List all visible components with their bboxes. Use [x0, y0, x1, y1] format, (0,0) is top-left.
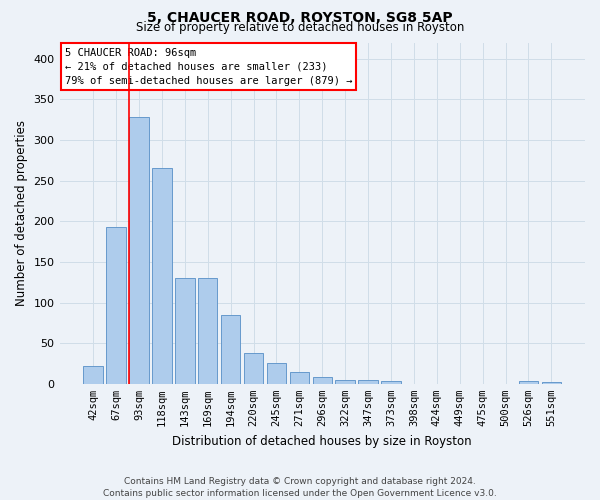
Bar	[313, 378, 332, 384]
Bar	[129, 118, 149, 384]
Bar	[244, 353, 263, 384]
X-axis label: Distribution of detached houses by size in Royston: Distribution of detached houses by size …	[172, 434, 472, 448]
Bar	[335, 380, 355, 384]
Bar	[152, 168, 172, 384]
Text: Contains HM Land Registry data © Crown copyright and database right 2024.
Contai: Contains HM Land Registry data © Crown c…	[103, 476, 497, 498]
Bar	[290, 372, 309, 384]
Bar	[106, 227, 126, 384]
Bar	[175, 278, 194, 384]
Bar	[221, 314, 241, 384]
Text: 5 CHAUCER ROAD: 96sqm
← 21% of detached houses are smaller (233)
79% of semi-det: 5 CHAUCER ROAD: 96sqm ← 21% of detached …	[65, 48, 352, 86]
Bar	[267, 364, 286, 384]
Bar	[519, 382, 538, 384]
Bar	[381, 382, 401, 384]
Bar	[358, 380, 378, 384]
Bar	[542, 382, 561, 384]
Bar	[198, 278, 217, 384]
Bar	[83, 366, 103, 384]
Text: 5, CHAUCER ROAD, ROYSTON, SG8 5AP: 5, CHAUCER ROAD, ROYSTON, SG8 5AP	[147, 11, 453, 25]
Text: Size of property relative to detached houses in Royston: Size of property relative to detached ho…	[136, 21, 464, 34]
Y-axis label: Number of detached properties: Number of detached properties	[15, 120, 28, 306]
